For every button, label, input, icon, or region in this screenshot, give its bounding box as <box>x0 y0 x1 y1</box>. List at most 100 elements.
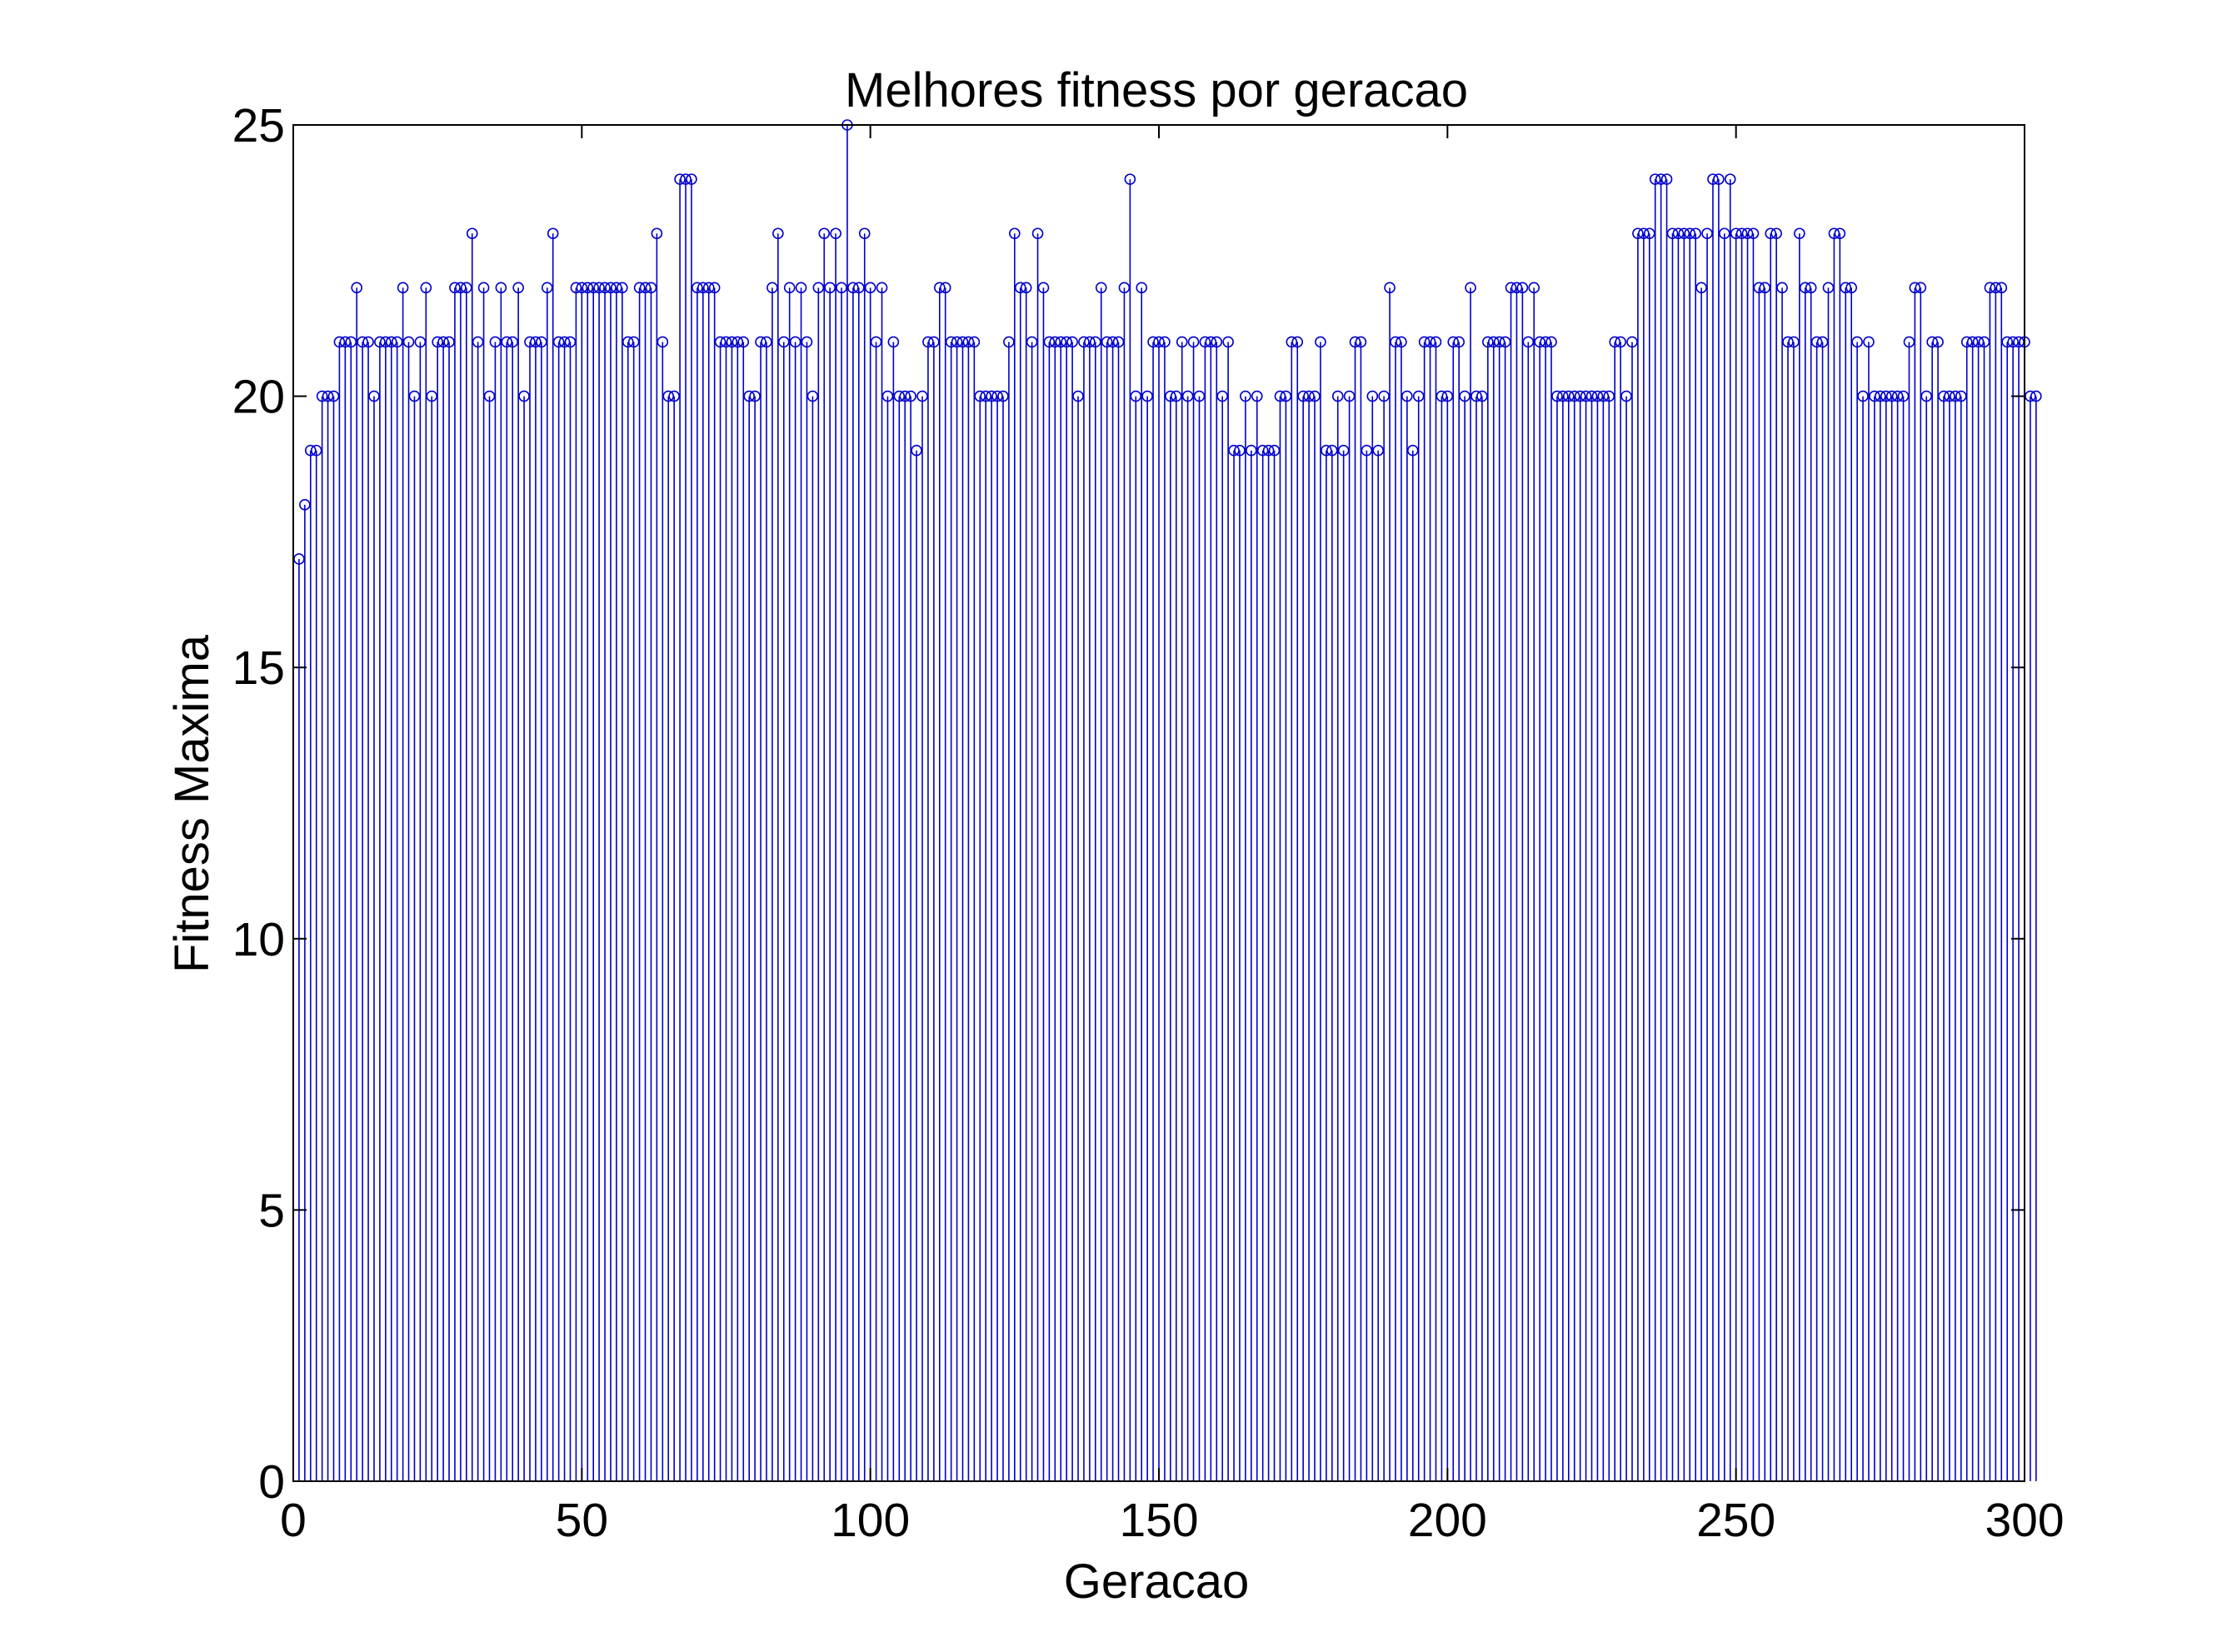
stem-marker <box>1816 336 1829 348</box>
stem-marker <box>1396 336 1407 348</box>
stem-marker <box>1228 444 1240 457</box>
stem-marker <box>1920 390 1933 402</box>
stem-marker <box>524 336 536 348</box>
y-tick-label: 20 <box>232 371 285 424</box>
stem-marker <box>1753 282 1765 294</box>
stem-marker <box>466 227 478 240</box>
stem-marker <box>1776 282 1788 294</box>
stem-marker <box>391 336 403 348</box>
stem-marker <box>1499 336 1511 348</box>
stem-marker <box>1984 282 1996 294</box>
stem-marker <box>1730 227 1742 240</box>
stem-marker <box>501 336 513 348</box>
stem-marker <box>1095 282 1107 294</box>
y-tick-label: 15 <box>232 641 285 695</box>
stem-marker <box>1014 282 1026 294</box>
x-axis-label: Geracao <box>1064 1555 1249 1609</box>
stem-marker <box>1459 390 1471 402</box>
stem-marker <box>1609 336 1621 348</box>
stem-marker <box>1471 390 1482 402</box>
stem-marker <box>1574 390 1586 402</box>
stem-marker <box>1863 336 1875 348</box>
stem-marker <box>1090 336 1101 348</box>
stem-marker <box>1510 282 1523 294</box>
stem-marker <box>720 336 732 348</box>
stem-marker <box>472 336 484 348</box>
stem-marker <box>1112 336 1125 348</box>
stem-marker <box>812 282 825 294</box>
stem-marker <box>1349 336 1361 348</box>
stem-marker <box>443 336 455 348</box>
stem-marker <box>789 336 801 348</box>
stem-marker <box>477 282 490 294</box>
stem-marker <box>1141 390 1153 402</box>
stem-marker <box>1321 444 1332 457</box>
stem-marker <box>1199 336 1211 348</box>
stem-marker <box>766 282 778 294</box>
stem-marker <box>1384 282 1396 294</box>
stem-marker <box>928 336 940 348</box>
stem-marker <box>397 282 409 294</box>
stem-marker <box>351 282 362 294</box>
stem-marker <box>1193 390 1206 402</box>
stem-marker <box>1932 336 1944 348</box>
stem-marker <box>605 282 617 294</box>
stem-marker <box>1805 282 1817 294</box>
stem-marker <box>576 282 588 294</box>
stem-marker <box>1361 444 1373 457</box>
stem-marker <box>1176 336 1188 348</box>
stem-marker <box>507 336 519 348</box>
stem-marker <box>1031 227 1044 240</box>
stem-marker <box>761 336 772 348</box>
stem-marker <box>1747 227 1760 240</box>
stem-marker <box>1765 227 1777 240</box>
stem-marker <box>1331 390 1344 402</box>
stem-marker <box>1660 173 1673 185</box>
stem-marker <box>1603 390 1615 402</box>
stem-marker <box>1297 390 1309 402</box>
stem-marker <box>611 282 622 294</box>
stem-marker <box>818 227 831 240</box>
stem-marker <box>1724 173 1736 185</box>
stem-marker <box>1049 336 1061 348</box>
stem-marker <box>1251 390 1263 402</box>
stem-marker <box>536 336 547 348</box>
stem-marker <box>858 227 871 240</box>
stem-marker <box>1885 390 1898 402</box>
stem-marker <box>853 282 865 294</box>
stem-marker <box>1424 336 1436 348</box>
stem-marker <box>1124 173 1136 185</box>
stem-marker <box>1505 282 1517 294</box>
stem-marker <box>933 282 946 294</box>
y-tick-label: 25 <box>232 99 285 152</box>
stem-marker <box>945 336 957 348</box>
stem-marker <box>449 282 461 294</box>
stem-marker <box>1274 390 1286 402</box>
stem-marker <box>2007 336 2019 348</box>
x-tick-label: 150 <box>1119 1494 1198 1547</box>
stem-marker <box>455 282 467 294</box>
stem-marker <box>881 390 894 402</box>
stem-marker <box>1072 390 1084 402</box>
stem-marker <box>1666 227 1679 240</box>
stem-marker <box>1406 444 1419 457</box>
stem-marker <box>1615 336 1626 348</box>
x-tick-label: 200 <box>1408 1494 1487 1547</box>
stem-marker <box>783 282 796 294</box>
stem-marker <box>1084 336 1096 348</box>
stem-marker <box>1522 336 1535 348</box>
stem-marker <box>1447 336 1460 348</box>
stem-marker <box>1950 390 1961 402</box>
stem-marker <box>316 390 328 402</box>
stem-marker <box>564 336 577 348</box>
x-tick-label: 300 <box>1985 1494 2064 1547</box>
stem-marker <box>968 336 981 348</box>
stem-marker <box>512 282 524 294</box>
stem-marker <box>1735 227 1748 240</box>
stem-marker <box>362 336 374 348</box>
stem-marker <box>1268 444 1281 457</box>
stem-marker <box>1960 336 1973 348</box>
stem-marker <box>1037 282 1050 294</box>
stem-marker <box>1568 390 1580 402</box>
stem-marker <box>489 336 502 348</box>
